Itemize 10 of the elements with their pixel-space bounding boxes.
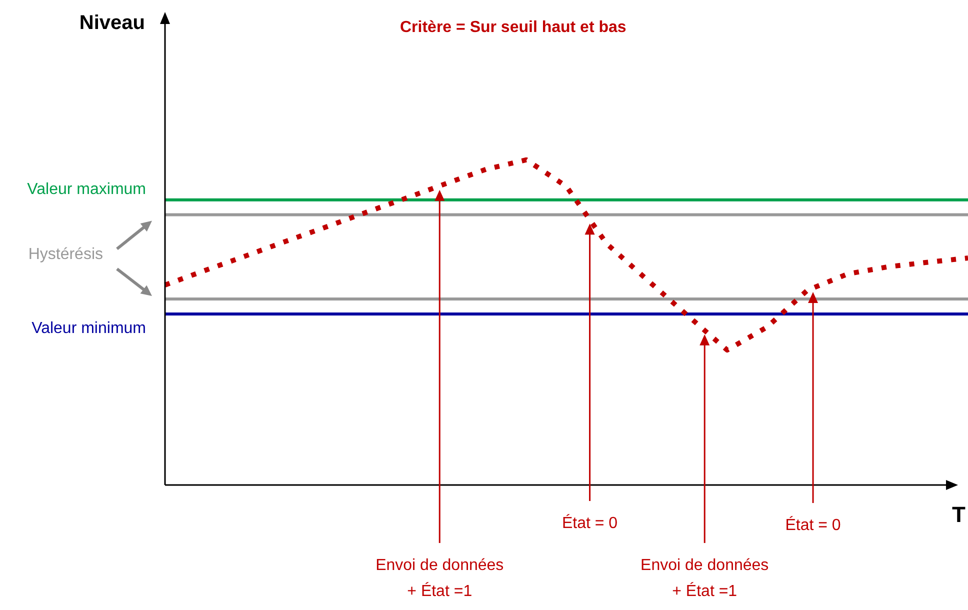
text: Envoi de données + État =1 xyxy=(376,556,504,602)
text: Envoi de données + État =1 xyxy=(640,556,769,602)
ref-line-label: Valeur minimum xyxy=(32,320,146,338)
chart-title: Critère = Sur seuil haut et bas xyxy=(400,19,626,37)
text: Niveau xyxy=(79,12,145,35)
text: Hystérésis xyxy=(28,246,103,264)
text: État = 0 xyxy=(785,515,841,536)
x-axis-title: T xyxy=(952,502,966,528)
ref-line-label: Valeur maximum xyxy=(27,180,146,199)
text: État = 0 xyxy=(562,513,618,534)
